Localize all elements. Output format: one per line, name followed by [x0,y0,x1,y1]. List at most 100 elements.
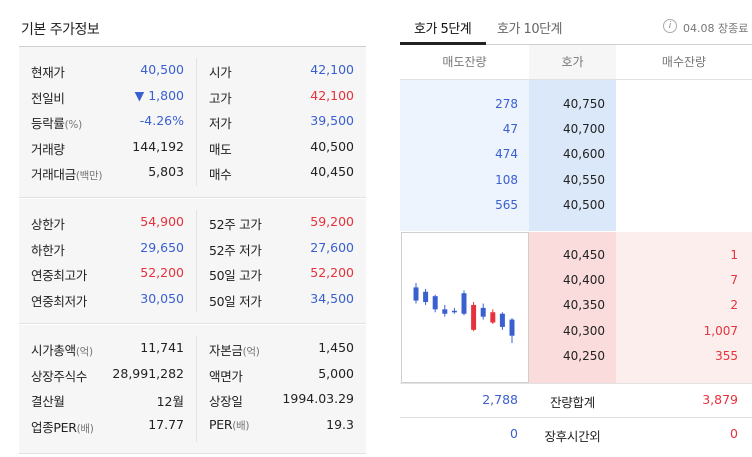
candle-body [499,313,505,327]
info-value: 39,500 [310,113,354,128]
info-label-text: 52주 고가 [209,217,262,232]
ask-row[interactable]: 565 40,500 [400,193,752,218]
info-value: 40,500 [310,138,354,154]
info-value: 52,200 [310,265,354,280]
candle-body [509,319,515,336]
candle-body [471,304,477,330]
info-label-unit: (배) [232,419,250,432]
info-label: 하한가 [31,240,65,259]
info-icon[interactable]: i [663,19,677,33]
ask-row[interactable]: 278 40,750 [400,92,752,117]
tab-orderbook-5[interactable]: 호가 5단계 [414,22,472,37]
info-label: 시가총액(억) [31,340,93,359]
info-label-text: 매도 [209,141,232,157]
info-label-text: 상한가 [31,217,65,232]
total-label: 잔량합계 [550,395,595,410]
info-row: 거래대금(백만) 5,803 매수 40,450 [19,160,366,185]
bid-price: 40,450 [563,248,605,262]
bid-row[interactable]: 40,350 2 [400,293,752,318]
info-row: 상한가 54,900 52주 고가 59,200 [19,210,366,235]
order-book-panel: 호가 5단계 호가 10단계 i 04.08 장종료 매도잔량 호가 매수잔량 … [400,0,752,457]
candle-body [490,312,496,323]
info-value: 30,050 [140,290,184,306]
mini-candle-chart [401,232,529,383]
info-row: 상장주식수 28,991,282 액면가 5,000 [19,362,366,387]
bid-row[interactable]: 40,400 7 [400,268,752,293]
info-label: 거래대금(백만) [31,164,102,183]
info-value: 5,000 [318,365,354,381]
group-divider [19,323,366,324]
info-label: 거래량 [31,139,65,158]
info-label-unit: (백만) [75,170,103,182]
column-divider [196,210,197,312]
info-label-text: 50일 저가 [209,293,262,309]
ask-price-area [529,80,616,231]
panel-title: 기본 주가정보 [21,22,100,38]
info-label: 상장주식수 [31,366,87,385]
header-bid-qty: 매수잔량 [661,55,707,69]
summary-divider [400,383,752,384]
info-label-text: 시가총액 [31,343,76,358]
info-value: 40,450 [310,164,354,179]
bid-qty: 2 [730,298,738,313]
tab-baseline [400,44,752,45]
bid-row[interactable]: 40,450 1 [400,243,752,268]
info-row: 연중최저가 30,050 50일 저가 34,500 [19,287,366,312]
group-divider [19,453,366,454]
info-label-text: 시가 [209,65,232,80]
column-divider [196,336,197,442]
info-row: 업종PER(배) 17.77 PER(배) 19.3 [19,413,366,438]
info-value: 1,450 [318,340,354,355]
info-label-text: 52주 저가 [209,242,262,258]
info-label-text: PER [209,416,233,432]
candle-body [432,296,438,310]
info-label: 액면가 [209,366,243,385]
bid-row[interactable]: 40,250 355 [400,344,752,369]
info-group-price [19,47,366,197]
summary-divider [400,417,752,418]
info-row: 전일비 ▼ 1,800 고가 42,100 [19,84,366,109]
ask-qty: 565 [495,197,518,212]
info-label: 자본금(억) [209,340,260,359]
bid-qty: 1,007 [703,323,738,338]
info-label-text: 상장일 [209,394,243,409]
info-value: 59,200 [310,214,354,229]
info-label: 상한가 [31,214,65,233]
info-label: 50일 저가 [209,291,262,310]
info-value: 27,600 [310,239,354,255]
ask-qty: 108 [495,172,518,187]
info-value: 144,192 [132,138,184,154]
header-ask-qty: 매도잔량 [442,55,487,69]
info-value: 42,100 [310,87,354,103]
bid-price: 40,350 [563,298,605,313]
tab-orderbook-10[interactable]: 호가 10단계 [497,22,563,37]
ask-qty: 278 [495,97,518,111]
info-value: ▼ 1,800 [134,87,184,103]
ask-price: 40,750 [563,97,605,111]
info-label-text: 거래대금 [31,167,76,182]
info-label-text: 등락률 [31,116,65,131]
after-hours-row: 0 장후시간외 0 [400,417,752,450]
ask-qty: 47 [502,122,518,137]
candle-chart-svg [413,283,515,343]
info-label-text: 업종PER [31,419,77,435]
ask-row[interactable]: 108 40,550 [400,168,752,193]
info-label-unit: (억) [242,346,260,358]
ask-row[interactable]: 474 40,600 [400,142,752,167]
column-divider [196,58,197,186]
bid-row[interactable]: 40,300 1,007 [400,319,752,344]
bid-qty: 355 [715,348,738,363]
info-row: 시가총액(억) 11,741 자본금(억) 1,450 [19,336,366,361]
ask-price: 40,600 [563,147,605,162]
info-group-company [19,325,366,453]
info-value: -4.26% [139,113,184,128]
info-label-text: 상장주식수 [31,368,88,384]
info-value: 34,500 [310,290,354,306]
info-value: 42,100 [310,62,354,77]
info-label-unit: (억) [75,346,93,358]
bid-price: 40,250 [563,348,605,363]
info-label-text: 현재가 [31,65,65,80]
ask-row[interactable]: 47 40,700 [400,117,752,142]
info-value: 11,741 [140,340,184,355]
bid-price-area [529,232,616,383]
